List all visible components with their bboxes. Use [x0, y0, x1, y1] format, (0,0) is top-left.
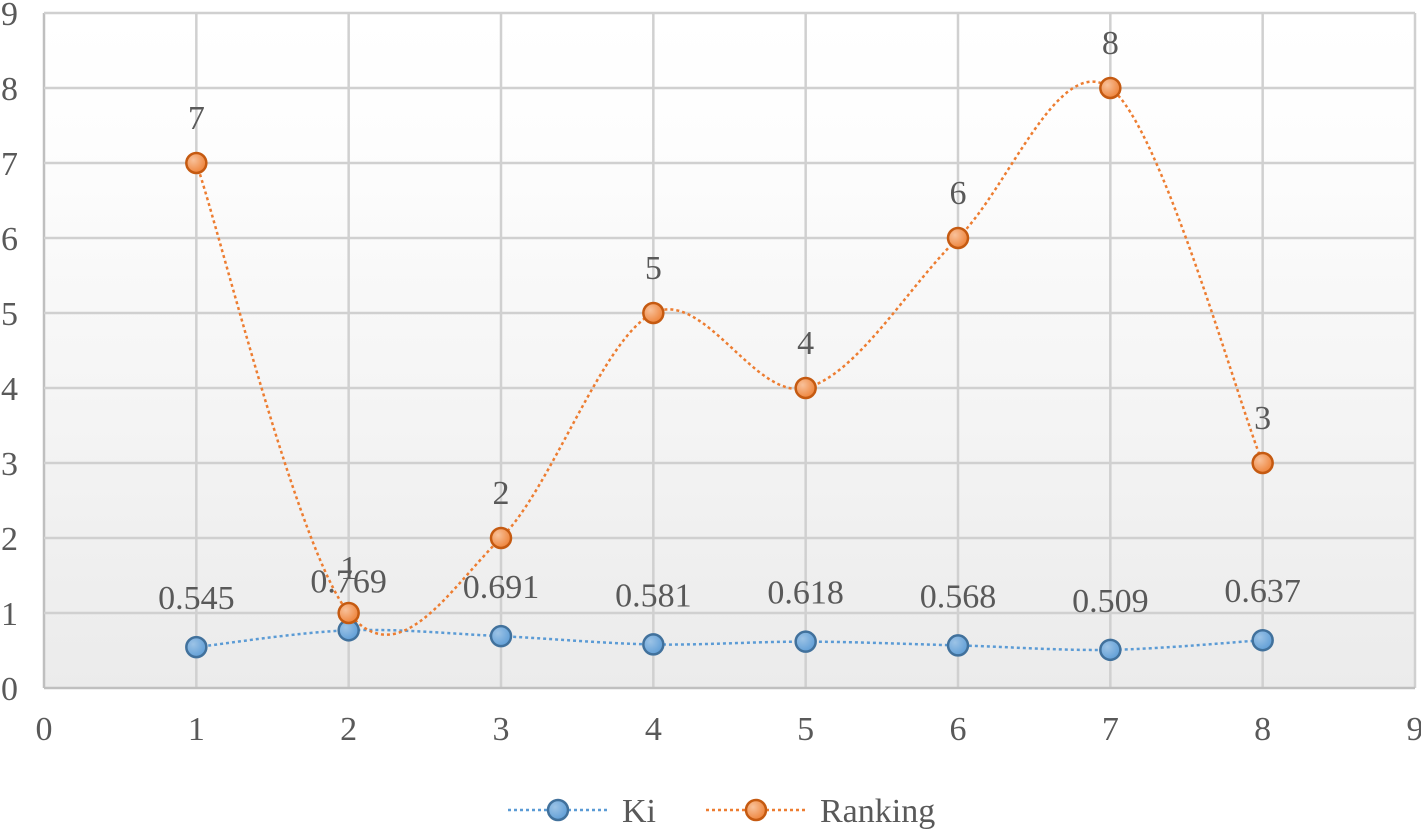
data-point-ki — [642, 633, 665, 656]
data-point-ranking — [1099, 76, 1122, 100]
y-tick-label: 1 — [1, 596, 18, 633]
legend-label-ranking: Ranking — [820, 793, 935, 829]
data-point-ki — [946, 634, 970, 657]
legend-label-ki: Ki — [622, 793, 656, 829]
y-tick-label: 7 — [1, 146, 18, 183]
data-label-ki: 0.769 — [310, 563, 387, 600]
data-label-ranking: 6 — [950, 175, 967, 212]
x-axis-ticks: 0 1 2 3 4 5 6 7 8 9 — [36, 711, 1421, 748]
legend-item-ki: Ki — [508, 793, 656, 829]
y-tick-label: 6 — [1, 221, 18, 258]
data-point-ranking — [946, 226, 970, 250]
x-tick-label: 4 — [645, 711, 662, 748]
y-tick-label: 3 — [1, 446, 18, 483]
data-label-ki: 0.691 — [463, 569, 540, 606]
y-tick-label: 5 — [1, 296, 18, 333]
data-label-ki: 0.618 — [767, 575, 844, 612]
x-tick-label: 2 — [340, 711, 357, 748]
legend: Ki Ranking — [508, 793, 935, 829]
series — [185, 76, 1274, 662]
y-tick-label: 4 — [1, 371, 18, 408]
data-label-ranking: 4 — [797, 325, 814, 362]
data-label-ranking: 1 — [340, 550, 357, 587]
plot-area — [44, 13, 1415, 688]
data-point-ki — [1099, 638, 1122, 662]
data-point-ki — [1251, 628, 1274, 652]
data-label-ki: 0.545 — [158, 580, 235, 617]
y-tick-label: 2 — [1, 521, 18, 558]
data-label-ki: 0.509 — [1072, 583, 1149, 620]
data-point-ranking — [185, 151, 208, 175]
data-point-ranking — [489, 526, 513, 550]
data-label-ranking: 2 — [493, 475, 510, 512]
data-label-ranking: 7 — [188, 100, 205, 137]
data-point-ki — [794, 630, 817, 653]
data-label-ranking: 3 — [1254, 400, 1271, 437]
data-point-ranking — [337, 601, 360, 625]
data-point-ranking — [794, 376, 817, 400]
y-tick-label: 8 — [1, 71, 18, 108]
x-tick-label: 9 — [1407, 711, 1421, 748]
x-tick-label: 0 — [36, 711, 53, 748]
y-tick-label: 9 — [1, 0, 18, 33]
data-point-ki — [489, 624, 513, 648]
legend-marker-ranking — [744, 798, 768, 822]
legend-item-ranking: Ranking — [706, 793, 935, 829]
x-tick-label: 5 — [797, 711, 814, 748]
x-tick-label: 3 — [493, 711, 510, 748]
grid — [42, 11, 1417, 690]
data-label-ki: 0.637 — [1224, 573, 1301, 610]
data-label-ranking: 5 — [645, 250, 662, 287]
y-axis-ticks: 0 1 2 3 4 5 6 7 8 9 — [1, 0, 18, 708]
data-point-ranking — [642, 301, 665, 325]
data-labels: 0.545 0.769 0.691 0.581 0.618 0.568 0.509 0.637… — [158, 25, 1301, 620]
y-tick-label: 0 — [1, 671, 18, 708]
data-point-ranking — [1251, 451, 1274, 475]
x-tick-label: 1 — [188, 711, 205, 748]
x-tick-label: 8 — [1254, 711, 1271, 748]
legend-marker-ki — [546, 798, 570, 822]
data-label-ki: 0.568 — [920, 578, 997, 615]
data-label-ranking: 8 — [1102, 25, 1119, 62]
data-point-ki — [185, 635, 208, 659]
data-label-ki: 0.581 — [615, 577, 692, 614]
x-tick-label: 6 — [950, 711, 967, 748]
x-tick-label: 7 — [1102, 711, 1119, 748]
